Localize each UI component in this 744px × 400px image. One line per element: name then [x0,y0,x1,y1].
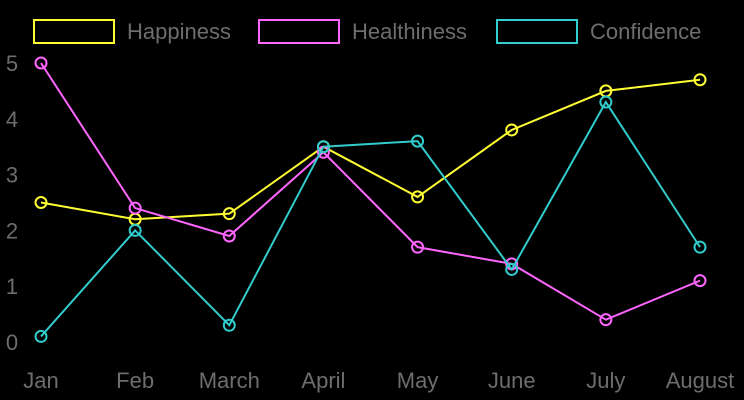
data-point[interactable] [599,313,613,327]
legend-label: Healthiness [352,19,467,44]
data-point[interactable] [316,140,330,154]
data-point[interactable] [34,56,48,70]
data-point[interactable] [411,134,425,148]
legend-swatch [258,19,340,44]
y-tick-label: 2 [6,218,18,243]
legend-label: Confidence [590,19,701,44]
x-tick-label: June [488,368,536,393]
data-point[interactable] [128,223,142,237]
data-point[interactable] [411,240,425,254]
data-point[interactable] [222,207,236,221]
data-point[interactable] [505,123,519,137]
x-tick-label: Feb [116,368,154,393]
data-point[interactable] [128,201,142,215]
x-tick-label: April [301,368,345,393]
legend: Happiness Healthiness Confidence [33,19,701,44]
y-tick-label: 0 [6,330,18,355]
y-tick-label: 3 [6,163,18,188]
data-point[interactable] [411,190,425,204]
data-point[interactable] [222,229,236,243]
y-tick-label: 4 [6,107,18,132]
legend-item: Healthiness [258,19,467,44]
y-tick-label: 5 [6,51,18,76]
data-point[interactable] [34,329,48,343]
legend-item: Happiness [33,19,231,44]
series-line [40,62,701,321]
data-point[interactable] [222,318,236,332]
data-point[interactable] [505,262,519,276]
x-axis: Jan Feb March April May June July August [23,368,734,393]
data-point[interactable] [693,73,707,87]
x-tick-label: August [666,368,735,393]
x-tick-label: March [199,368,260,393]
x-tick-label: May [397,368,439,393]
series [34,95,707,343]
series-line [40,78,701,221]
legend-swatch [496,19,578,44]
y-axis: 0 1 2 3 4 5 [6,51,18,355]
legend-label: Happiness [127,19,231,44]
legend-item: Confidence [496,19,701,44]
data-point[interactable] [693,274,707,288]
data-point[interactable] [693,240,707,254]
x-tick-label: Jan [23,368,58,393]
data-point[interactable] [34,196,48,209]
data-point[interactable] [599,95,613,109]
y-tick-label: 1 [6,274,18,299]
series-line [40,100,701,338]
plot-area [34,56,707,343]
legend-swatch [33,19,115,44]
x-tick-label: July [586,368,625,393]
series [34,56,707,327]
